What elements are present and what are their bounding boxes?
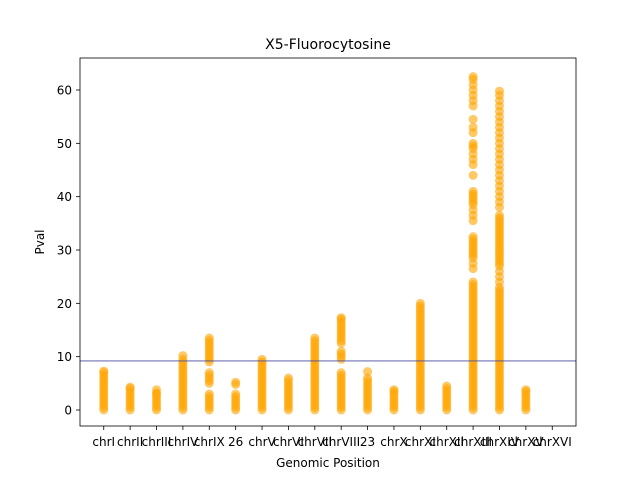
data-point — [468, 138, 478, 148]
y-tick-label: 30 — [57, 244, 72, 258]
y-axis-label: Pval — [33, 229, 47, 254]
data-point — [257, 354, 267, 364]
data-point — [494, 86, 504, 96]
data-point — [310, 333, 320, 343]
data-point — [468, 122, 478, 132]
x-tick-label: chrXI — [405, 435, 436, 449]
plot-frame — [79, 57, 577, 427]
x-tick-label: chrIX — [194, 435, 225, 449]
x-tick-label: chrXVI — [533, 435, 572, 449]
data-point — [336, 346, 346, 356]
x-axis-label: Genomic Position — [276, 456, 380, 470]
data-point — [231, 389, 241, 399]
y-tick-label: 50 — [57, 137, 72, 151]
x-tick-label: chrIV — [167, 435, 199, 449]
data-point — [336, 313, 346, 323]
x-tick-label: chrVI — [273, 435, 304, 449]
data-point — [99, 366, 109, 376]
data-point — [336, 368, 346, 378]
data-point — [125, 382, 135, 392]
x-tick-label: chrIII — [142, 435, 172, 449]
data-points — [99, 72, 531, 415]
data-point — [178, 351, 188, 361]
x-tick-label: chrXIV — [480, 435, 520, 449]
data-point — [468, 277, 478, 287]
data-point — [468, 232, 478, 242]
y-tick-label: 60 — [57, 84, 72, 98]
data-point — [389, 385, 399, 395]
data-point — [152, 385, 162, 395]
x-tick-label: chrXII — [430, 435, 464, 449]
data-point — [363, 367, 373, 377]
y-tick-label: 10 — [57, 350, 72, 364]
x-tick-label: 26 — [228, 435, 243, 449]
data-point — [363, 373, 373, 383]
x-tick-label: chrV — [248, 435, 276, 449]
x-tick-label: chrXV — [508, 435, 544, 449]
data-point — [231, 377, 241, 387]
y-tick-label: 20 — [57, 297, 72, 311]
data-point — [283, 373, 293, 383]
chart-title: X5-Fluorocytosine — [265, 37, 391, 53]
x-tick-label: chrVIII — [322, 435, 360, 449]
data-point — [468, 170, 478, 180]
y-axis: 0 10 20 30 40 50 60 — [57, 84, 80, 418]
x-tick-label: chrII — [117, 435, 143, 449]
data-point — [442, 381, 452, 391]
x-tick-label: chrVII — [298, 435, 332, 449]
x-tick-label: chrI — [92, 435, 115, 449]
x-tick-label: chrXIII — [454, 435, 492, 449]
y-tick-label: 40 — [57, 190, 72, 204]
y-tick-label: 0 — [64, 404, 72, 418]
x-tick-label: chrX — [380, 435, 407, 449]
data-point — [468, 114, 478, 124]
data-point — [204, 333, 214, 343]
data-point — [521, 385, 531, 395]
data-point — [468, 72, 478, 82]
data-point — [494, 210, 504, 220]
data-point — [468, 186, 478, 196]
data-point — [204, 389, 214, 399]
data-point — [415, 298, 425, 308]
x-tick-label: 23 — [360, 435, 375, 449]
data-point — [204, 368, 214, 378]
